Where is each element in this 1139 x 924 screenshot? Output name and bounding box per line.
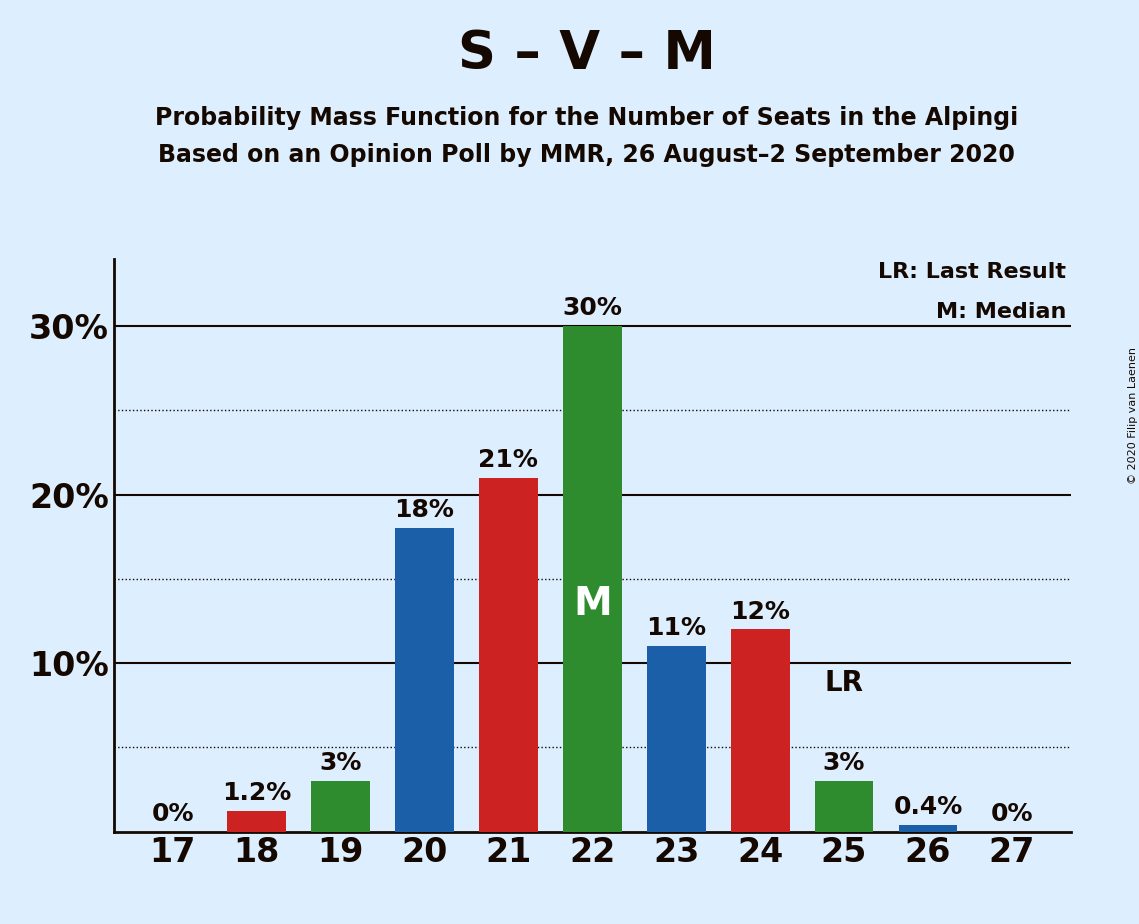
- Bar: [480, 478, 538, 832]
- Bar: [814, 781, 874, 832]
- Text: 0%: 0%: [991, 802, 1033, 826]
- Text: LR: Last Result: LR: Last Result: [878, 261, 1066, 282]
- Text: 0%: 0%: [151, 802, 194, 826]
- Text: Based on an Opinion Poll by MMR, 26 August–2 September 2020: Based on an Opinion Poll by MMR, 26 Augu…: [158, 143, 1015, 167]
- Text: M: Median: M: Median: [935, 301, 1066, 322]
- Bar: [647, 646, 705, 832]
- Bar: [563, 326, 622, 832]
- Bar: [899, 825, 958, 832]
- Text: 0.4%: 0.4%: [893, 795, 962, 819]
- Text: S – V – M: S – V – M: [458, 28, 715, 79]
- Text: © 2020 Filip van Laenen: © 2020 Filip van Laenen: [1129, 347, 1138, 484]
- Text: 12%: 12%: [730, 600, 790, 624]
- Text: 3%: 3%: [319, 751, 362, 775]
- Text: 11%: 11%: [646, 616, 706, 640]
- Text: LR: LR: [825, 669, 863, 697]
- Bar: [227, 811, 286, 832]
- Text: 21%: 21%: [478, 448, 539, 472]
- Bar: [731, 629, 789, 832]
- Text: M: M: [573, 585, 612, 623]
- Text: 30%: 30%: [563, 297, 622, 321]
- Bar: [311, 781, 370, 832]
- Bar: [395, 529, 453, 832]
- Text: 1.2%: 1.2%: [222, 782, 292, 806]
- Text: 18%: 18%: [394, 498, 454, 522]
- Text: 3%: 3%: [822, 751, 866, 775]
- Text: Probability Mass Function for the Number of Seats in the Alpingi: Probability Mass Function for the Number…: [155, 106, 1018, 130]
